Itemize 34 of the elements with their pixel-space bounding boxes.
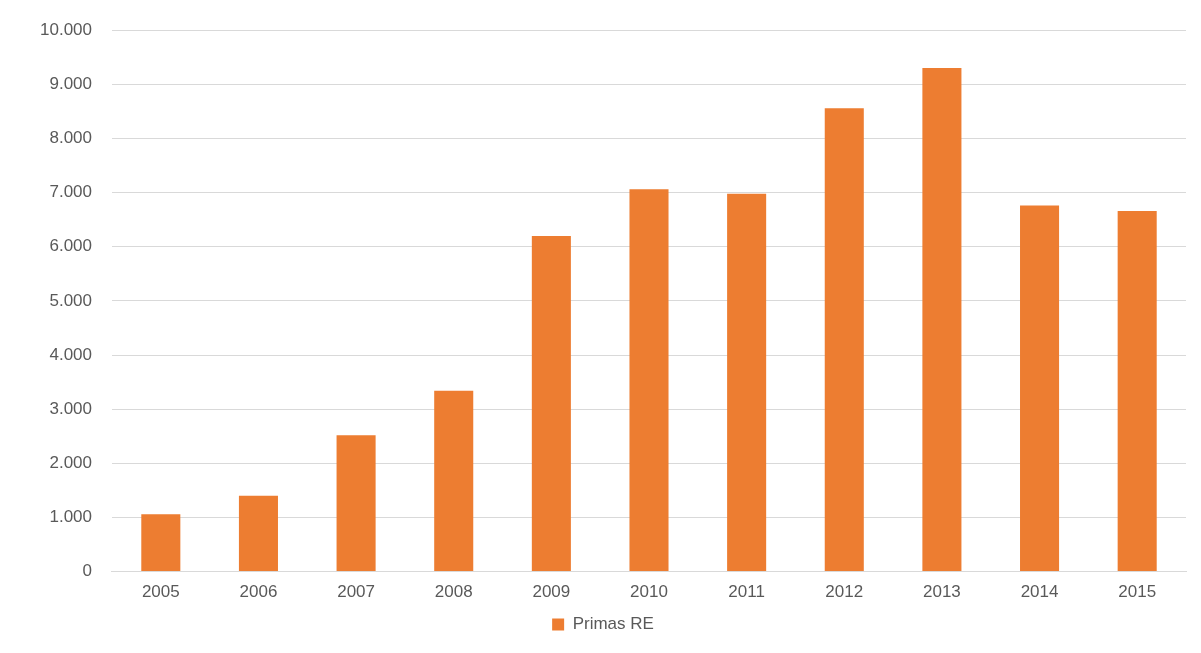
y-tick-label: 9.000	[49, 74, 92, 94]
x-tick-label: 2006	[239, 582, 278, 602]
x-tick-label: 2015	[1118, 582, 1157, 602]
x-tick-label: 2008	[434, 582, 473, 602]
y-tick-label: 8.000	[49, 128, 92, 148]
x-tick-label: 2005	[141, 582, 180, 602]
bar	[824, 108, 864, 572]
x-tick-label: 2011	[728, 582, 765, 602]
y-tick-label: 2.000	[49, 453, 92, 473]
y-tick-label: 6.000	[49, 236, 92, 256]
y-tick-label: 0	[82, 561, 92, 581]
y-tick-label: 10.000	[40, 19, 92, 39]
y-tick-label: 4.000	[49, 344, 92, 364]
x-tick-label: 2009	[532, 582, 571, 602]
y-tick-label: 3.000	[49, 398, 92, 418]
y-tick-label: 5.000	[49, 290, 92, 310]
x-tick-label: 2013	[922, 582, 961, 602]
legend-label: Primas RE	[572, 614, 654, 634]
bar	[141, 514, 181, 572]
bar	[922, 68, 962, 572]
bar	[238, 495, 278, 572]
x-tick-label: 2014	[1020, 582, 1059, 602]
bar	[629, 189, 669, 572]
bar	[531, 235, 571, 572]
x-tick-label: 2012	[825, 582, 864, 602]
bar	[1117, 211, 1157, 572]
x-tick-label: 2007	[337, 582, 375, 602]
y-tick-label: 7.000	[49, 182, 92, 202]
y-tick-label: 1.000	[49, 507, 92, 527]
x-tick-label: 2010	[630, 582, 668, 602]
bar	[336, 435, 376, 572]
bar	[727, 193, 767, 572]
bar	[434, 390, 474, 572]
bar	[1020, 205, 1060, 572]
